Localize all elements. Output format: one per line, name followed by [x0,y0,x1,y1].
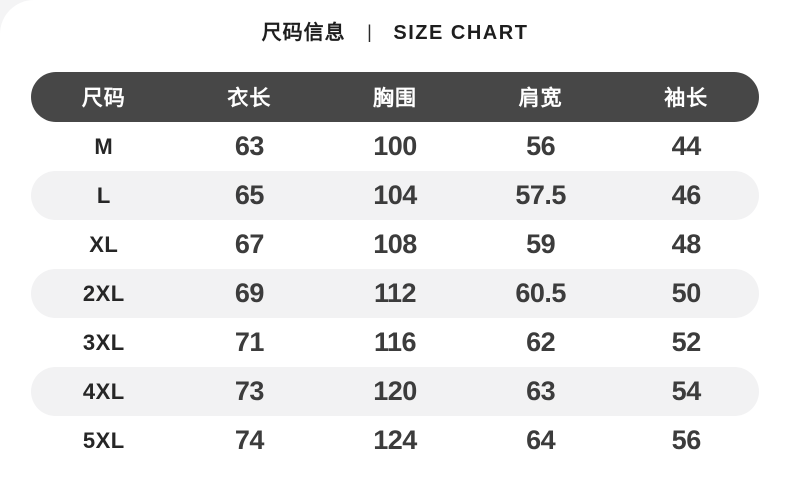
measurement-cell: 74 [234,425,265,455]
size-table-body: M 63 100 56 44 L 65 104 57.5 46 XL 67 108 59 48 2XL 69 11… [31,122,759,465]
measurement-cell: 44 [671,131,702,161]
table-row: 5XL 74 124 64 56 [31,416,759,465]
size-label-cell: M [94,133,114,159]
measurement-cell: 57.5 [515,180,566,210]
measurement-cell: 124 [373,425,417,455]
measurement-cell: 48 [671,229,702,259]
column-header: 尺码 [81,87,126,110]
measurement-cell: 62 [526,327,556,357]
measurement-cell: 56 [526,131,556,161]
table-row: M 63 100 56 44 [31,122,759,171]
measurement-cell: 67 [234,229,265,259]
size-label-cell: 2XL [82,280,125,306]
measurement-cell: 64 [526,425,556,455]
title-chinese: 尺码信息 [261,22,346,44]
measurement-cell: 63 [526,376,556,406]
size-table-header: 尺码 衣长 胸围 肩宽 袖长 [31,72,759,122]
measurement-cell: 59 [526,229,556,259]
size-label-cell: L [96,182,111,208]
measurement-cell: 60.5 [515,278,566,308]
measurement-cell: 71 [234,327,265,357]
column-header: 胸围 [372,87,417,110]
measurement-cell: 100 [373,131,417,161]
table-row: 4XL 73 120 63 54 [31,367,759,416]
measurement-cell: 52 [671,327,702,357]
measurement-cell: 56 [671,425,702,455]
column-header: 肩宽 [518,87,563,110]
measurement-cell: 65 [234,180,265,210]
table-row: 2XL 69 112 60.5 50 [31,269,759,318]
title-english: SIZE CHART [393,22,529,44]
column-header: 衣长 [227,87,272,110]
size-label-cell: 4XL [82,378,125,404]
table-row: XL 67 108 59 48 [31,220,759,269]
column-header: 袖长 [664,87,709,110]
table-row: 3XL 71 116 62 52 [31,318,759,367]
measurement-cell: 120 [373,376,417,406]
size-label-cell: XL [89,231,119,257]
measurement-cell: 50 [671,278,702,308]
measurement-cell: 112 [373,278,417,308]
size-label-cell: 3XL [82,329,125,355]
measurement-cell: 73 [234,376,265,406]
measurement-cell: 104 [373,180,417,210]
title-divider: | [367,22,372,42]
measurement-cell: 46 [671,180,702,210]
measurement-cell: 69 [234,278,265,308]
measurement-cell: 54 [671,376,702,406]
table-row: L 65 104 57.5 46 [31,171,759,220]
measurement-cell: 116 [373,327,417,357]
size-label-cell: 5XL [82,427,125,453]
size-table: 尺码 衣长 胸围 肩宽 袖长 M 63 100 56 44 L 65 104 57.5 46 XL 67 108… [31,72,759,465]
measurement-cell: 63 [234,131,265,161]
page-title: 尺码信息 | SIZE CHART [0,0,790,44]
measurement-cell: 108 [373,229,417,259]
